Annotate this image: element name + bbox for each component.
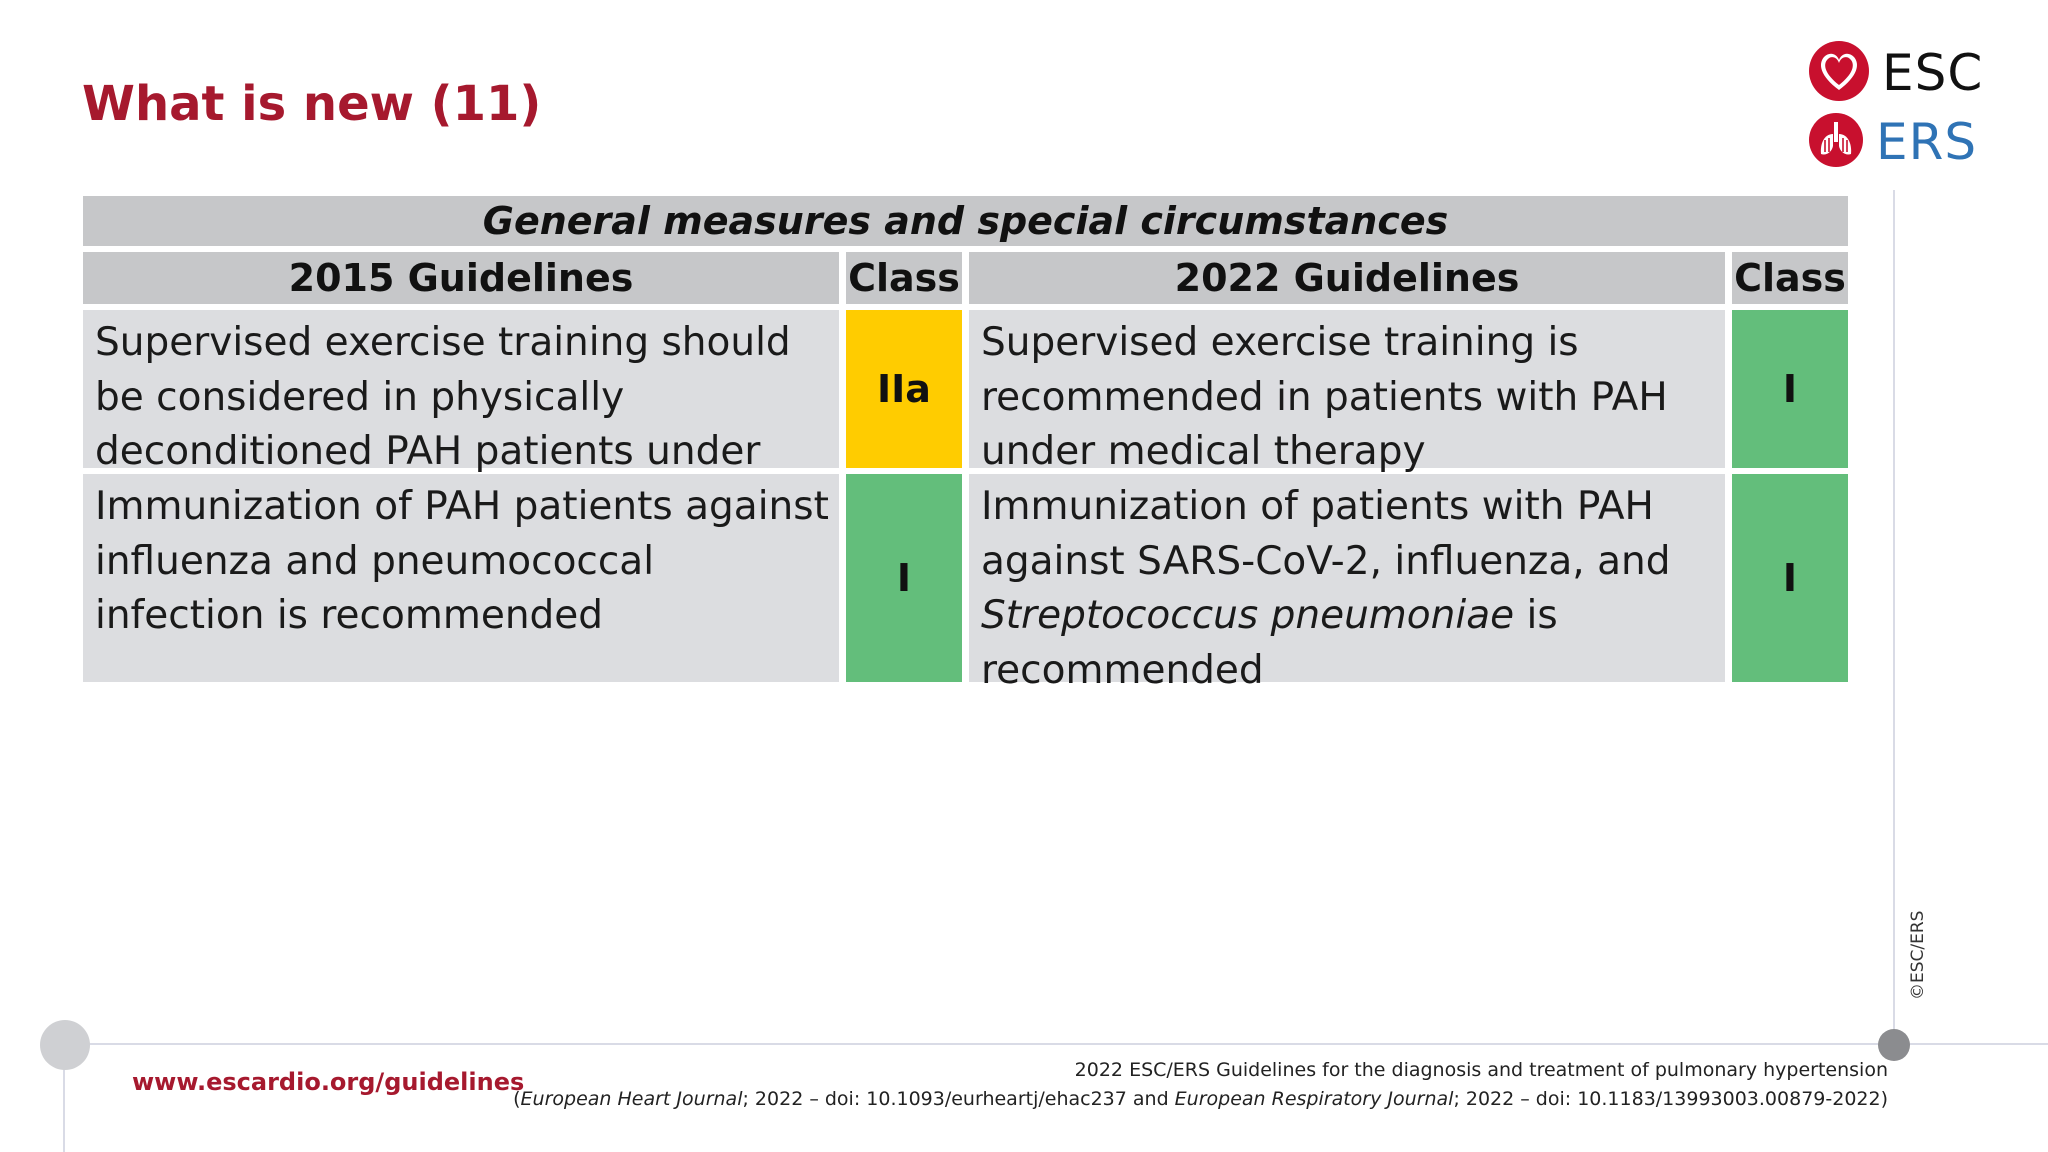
row2-2022-class-badge: I — [1732, 474, 1848, 682]
table-title: General measures and special circumstanc… — [83, 196, 1848, 246]
row2-2022-text-part1: Immunization of patients with PAH agains… — [981, 484, 1671, 584]
row2-2022-recommendation: Immunization of patients with PAH agains… — [969, 474, 1725, 693]
row2-2015-class-badge: I — [846, 474, 962, 682]
right-dot-decoration — [1878, 1029, 1910, 1061]
header-class-2022: Class — [1732, 252, 1848, 304]
reference-open-paren: ( — [513, 1088, 521, 1110]
ers-logo: ERS — [1808, 112, 1977, 172]
row2-2022-text-italic: Streptococcus pneumoniae — [981, 593, 1515, 638]
right-guide-line — [1893, 190, 1895, 1044]
ers-logo-text: ERS — [1876, 113, 1978, 171]
reference-line-2: (European Heart Journal; 2022 – doi: 10.… — [513, 1085, 1888, 1114]
copyright-notice: ©ESC/ERS — [1908, 910, 1928, 1000]
footer-url-link[interactable]: www.escardio.org/guidelines — [132, 1068, 525, 1096]
esc-ers-logo: ESC ERS — [1808, 40, 1988, 170]
header-2022-guidelines: 2022 Guidelines — [969, 252, 1725, 304]
header-class-2015: Class — [846, 252, 962, 304]
footer-reference: 2022 ESC/ERS Guidelines for the diagnosi… — [513, 1056, 1888, 1114]
row1-2015-recommendation: Supervised exercise training should be c… — [83, 310, 839, 529]
esc-logo-text: ESC — [1882, 44, 1984, 102]
reference-doi-2: ; 2022 – doi: 10.1183/13993003.00879-202… — [1453, 1088, 1888, 1110]
reference-doi-1: ; 2022 – doi: 10.1093/eurheartj/ehac237 … — [742, 1088, 1175, 1110]
left-dot-decoration — [40, 1020, 90, 1070]
header-2015-guidelines: 2015 Guidelines — [83, 252, 839, 304]
slide-title: What is new (11) — [82, 76, 542, 132]
recommendations-table: General measures and special circumstanc… — [83, 196, 1851, 693]
row2-2022-text-part2: is recommended — [981, 593, 1558, 693]
row1-2015-class-badge: IIa — [846, 310, 962, 468]
footer-divider — [64, 1043, 2048, 1045]
heart-icon — [1808, 40, 1870, 106]
reference-journal-1: European Heart Journal — [520, 1088, 743, 1110]
reference-line-1: 2022 ESC/ERS Guidelines for the diagnosi… — [1074, 1059, 1888, 1081]
reference-journal-2: European Respiratory Journal — [1174, 1088, 1454, 1110]
lungs-icon — [1808, 112, 1864, 172]
row2-2015-recommendation: Immunization of PAH patients against inf… — [83, 474, 839, 682]
left-guide-line — [63, 1044, 65, 1152]
esc-logo: ESC — [1808, 40, 1983, 106]
row1-2022-class-badge: I — [1732, 310, 1848, 468]
row1-2022-recommendation: Supervised exercise training is recommen… — [969, 310, 1725, 474]
